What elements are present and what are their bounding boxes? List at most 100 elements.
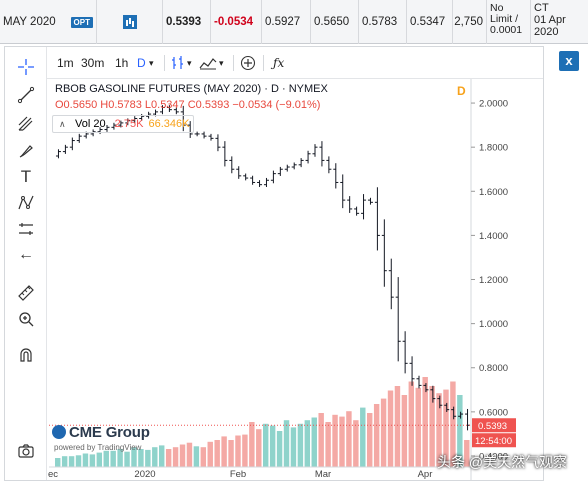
updated-line-2: 01 Apr	[534, 14, 566, 26]
price-bar	[236, 166, 242, 179]
price-bar	[55, 149, 61, 159]
volume-bar	[457, 395, 463, 467]
magnet-icon[interactable]	[16, 345, 36, 365]
volume-bar	[408, 381, 415, 467]
trend-line-icon[interactable]	[16, 85, 36, 105]
price-bar	[423, 383, 429, 393]
brush-icon[interactable]	[16, 141, 36, 161]
cme-group-logo[interactable]: CME Group	[52, 424, 150, 441]
volume-bar	[207, 441, 213, 467]
interval-d[interactable]: D	[137, 56, 146, 70]
volume-legend[interactable]: ∧ Vol 20 2.75K 66.346K	[52, 115, 195, 133]
price-bar	[69, 137, 75, 151]
interval-1h[interactable]: 1h	[115, 56, 129, 70]
volume-bar	[443, 389, 449, 467]
volume-legend-label: Vol 20	[75, 118, 106, 130]
time-axis-tick: 2020	[134, 469, 155, 480]
contract-symbol[interactable]: MAY 2020	[3, 16, 56, 28]
measure-icon[interactable]	[16, 219, 36, 239]
powered-by-tradingview[interactable]: powered by TradingView	[54, 443, 142, 452]
price-bar	[340, 174, 346, 209]
chart-icon[interactable]	[122, 15, 137, 29]
price-bar	[215, 134, 221, 152]
price-bar	[125, 118, 131, 126]
ruler-icon[interactable]	[16, 283, 36, 303]
interval-marker: D	[457, 84, 466, 98]
countdown-label: 12:54:00	[475, 436, 512, 447]
time-axis-tick: Mar	[315, 469, 331, 480]
interval-dropdown-icon[interactable]: ▾	[149, 58, 154, 68]
price-bar	[326, 156, 332, 174]
compare-icon[interactable]	[199, 55, 217, 71]
volume-bar	[89, 454, 96, 467]
price-chart[interactable]: 2.0000 1.8000 1.6000 1.4000 1.2000 1.0000 0.80…	[5, 79, 543, 480]
volume-bar	[346, 411, 352, 467]
price-bar	[305, 150, 311, 164]
volume-bar	[318, 413, 324, 467]
volume-bar	[297, 423, 304, 467]
volume-bar	[242, 434, 248, 467]
camera-icon[interactable]	[16, 441, 36, 461]
volume-bar	[464, 440, 470, 467]
price-bar	[166, 105, 172, 112]
chart-legend-title[interactable]: RBOB GASOLINE FUTURES (MAY 2020) · D · N…	[55, 83, 328, 95]
volume-bar	[186, 442, 193, 467]
back-arrow-icon[interactable]: ←	[18, 246, 34, 263]
volume-bar	[332, 414, 338, 467]
price-bar	[250, 175, 256, 185]
volume-bar	[179, 444, 186, 467]
crosshair-icon[interactable]	[16, 57, 36, 77]
volume-bar	[401, 395, 408, 467]
price-bar	[409, 356, 415, 386]
volume-bar	[339, 416, 345, 467]
volume-bar	[152, 447, 158, 467]
price-bar	[374, 187, 380, 251]
close-button[interactable]: x	[559, 51, 579, 71]
volume-bar	[380, 398, 387, 467]
updated-line-1: CT	[534, 2, 549, 14]
prior-settle: 0.5927	[262, 0, 311, 44]
text-tool-icon[interactable]: T	[20, 167, 32, 186]
price-bar	[104, 125, 110, 132]
bar-style-icon[interactable]	[171, 55, 185, 71]
volume-bar	[429, 386, 435, 467]
volume-bar	[256, 429, 262, 467]
fx-indicators-icon[interactable]: ƒx	[273, 56, 285, 70]
price-axis-tick: 1.4000	[479, 231, 508, 242]
price-bar	[76, 133, 82, 143]
volume-bar	[290, 427, 297, 467]
volume-bar	[172, 447, 179, 467]
style-dropdown-icon[interactable]: ▾	[187, 58, 192, 68]
watermark: 头条 @美天然气观察	[437, 452, 567, 472]
price-bar	[395, 277, 401, 362]
price-bar	[416, 375, 422, 389]
price-bar	[402, 331, 408, 374]
volume-bar	[124, 451, 130, 467]
add-indicator-icon[interactable]	[240, 55, 256, 71]
volume-bar	[117, 449, 123, 467]
price-bar	[347, 196, 353, 213]
volume-bar	[269, 425, 276, 467]
interval-30m[interactable]: 30m	[81, 56, 105, 70]
volume-bar	[263, 423, 269, 467]
chart-top-toolbar: 1m 30m 1h D ▾ ▾ ▾ ƒx	[47, 47, 543, 79]
price-bar	[243, 173, 249, 181]
pattern-icon[interactable]	[16, 193, 36, 213]
price-bar	[257, 180, 263, 187]
volume-legend-ma: 66.346K	[148, 118, 190, 130]
collapse-arrow-icon[interactable]: ∧	[59, 119, 66, 129]
high-price: 0.5783	[359, 0, 407, 44]
volume-bar	[304, 420, 311, 467]
volume-bar	[61, 456, 68, 467]
opt-badge[interactable]: OPT	[70, 16, 93, 28]
price-axis-tick: 0.6000	[479, 407, 508, 418]
price-bar	[444, 402, 450, 412]
price-bar	[187, 121, 193, 138]
pitchfork-icon[interactable]	[16, 113, 36, 133]
contract-cell[interactable]: MAY 2020 OPT	[0, 0, 97, 44]
interval-1m[interactable]: 1m	[57, 56, 74, 70]
volume-bar	[214, 440, 220, 467]
zoom-in-icon[interactable]	[16, 309, 36, 329]
compare-dropdown-icon[interactable]: ▾	[219, 58, 224, 68]
price-change: -0.0534	[211, 0, 262, 44]
